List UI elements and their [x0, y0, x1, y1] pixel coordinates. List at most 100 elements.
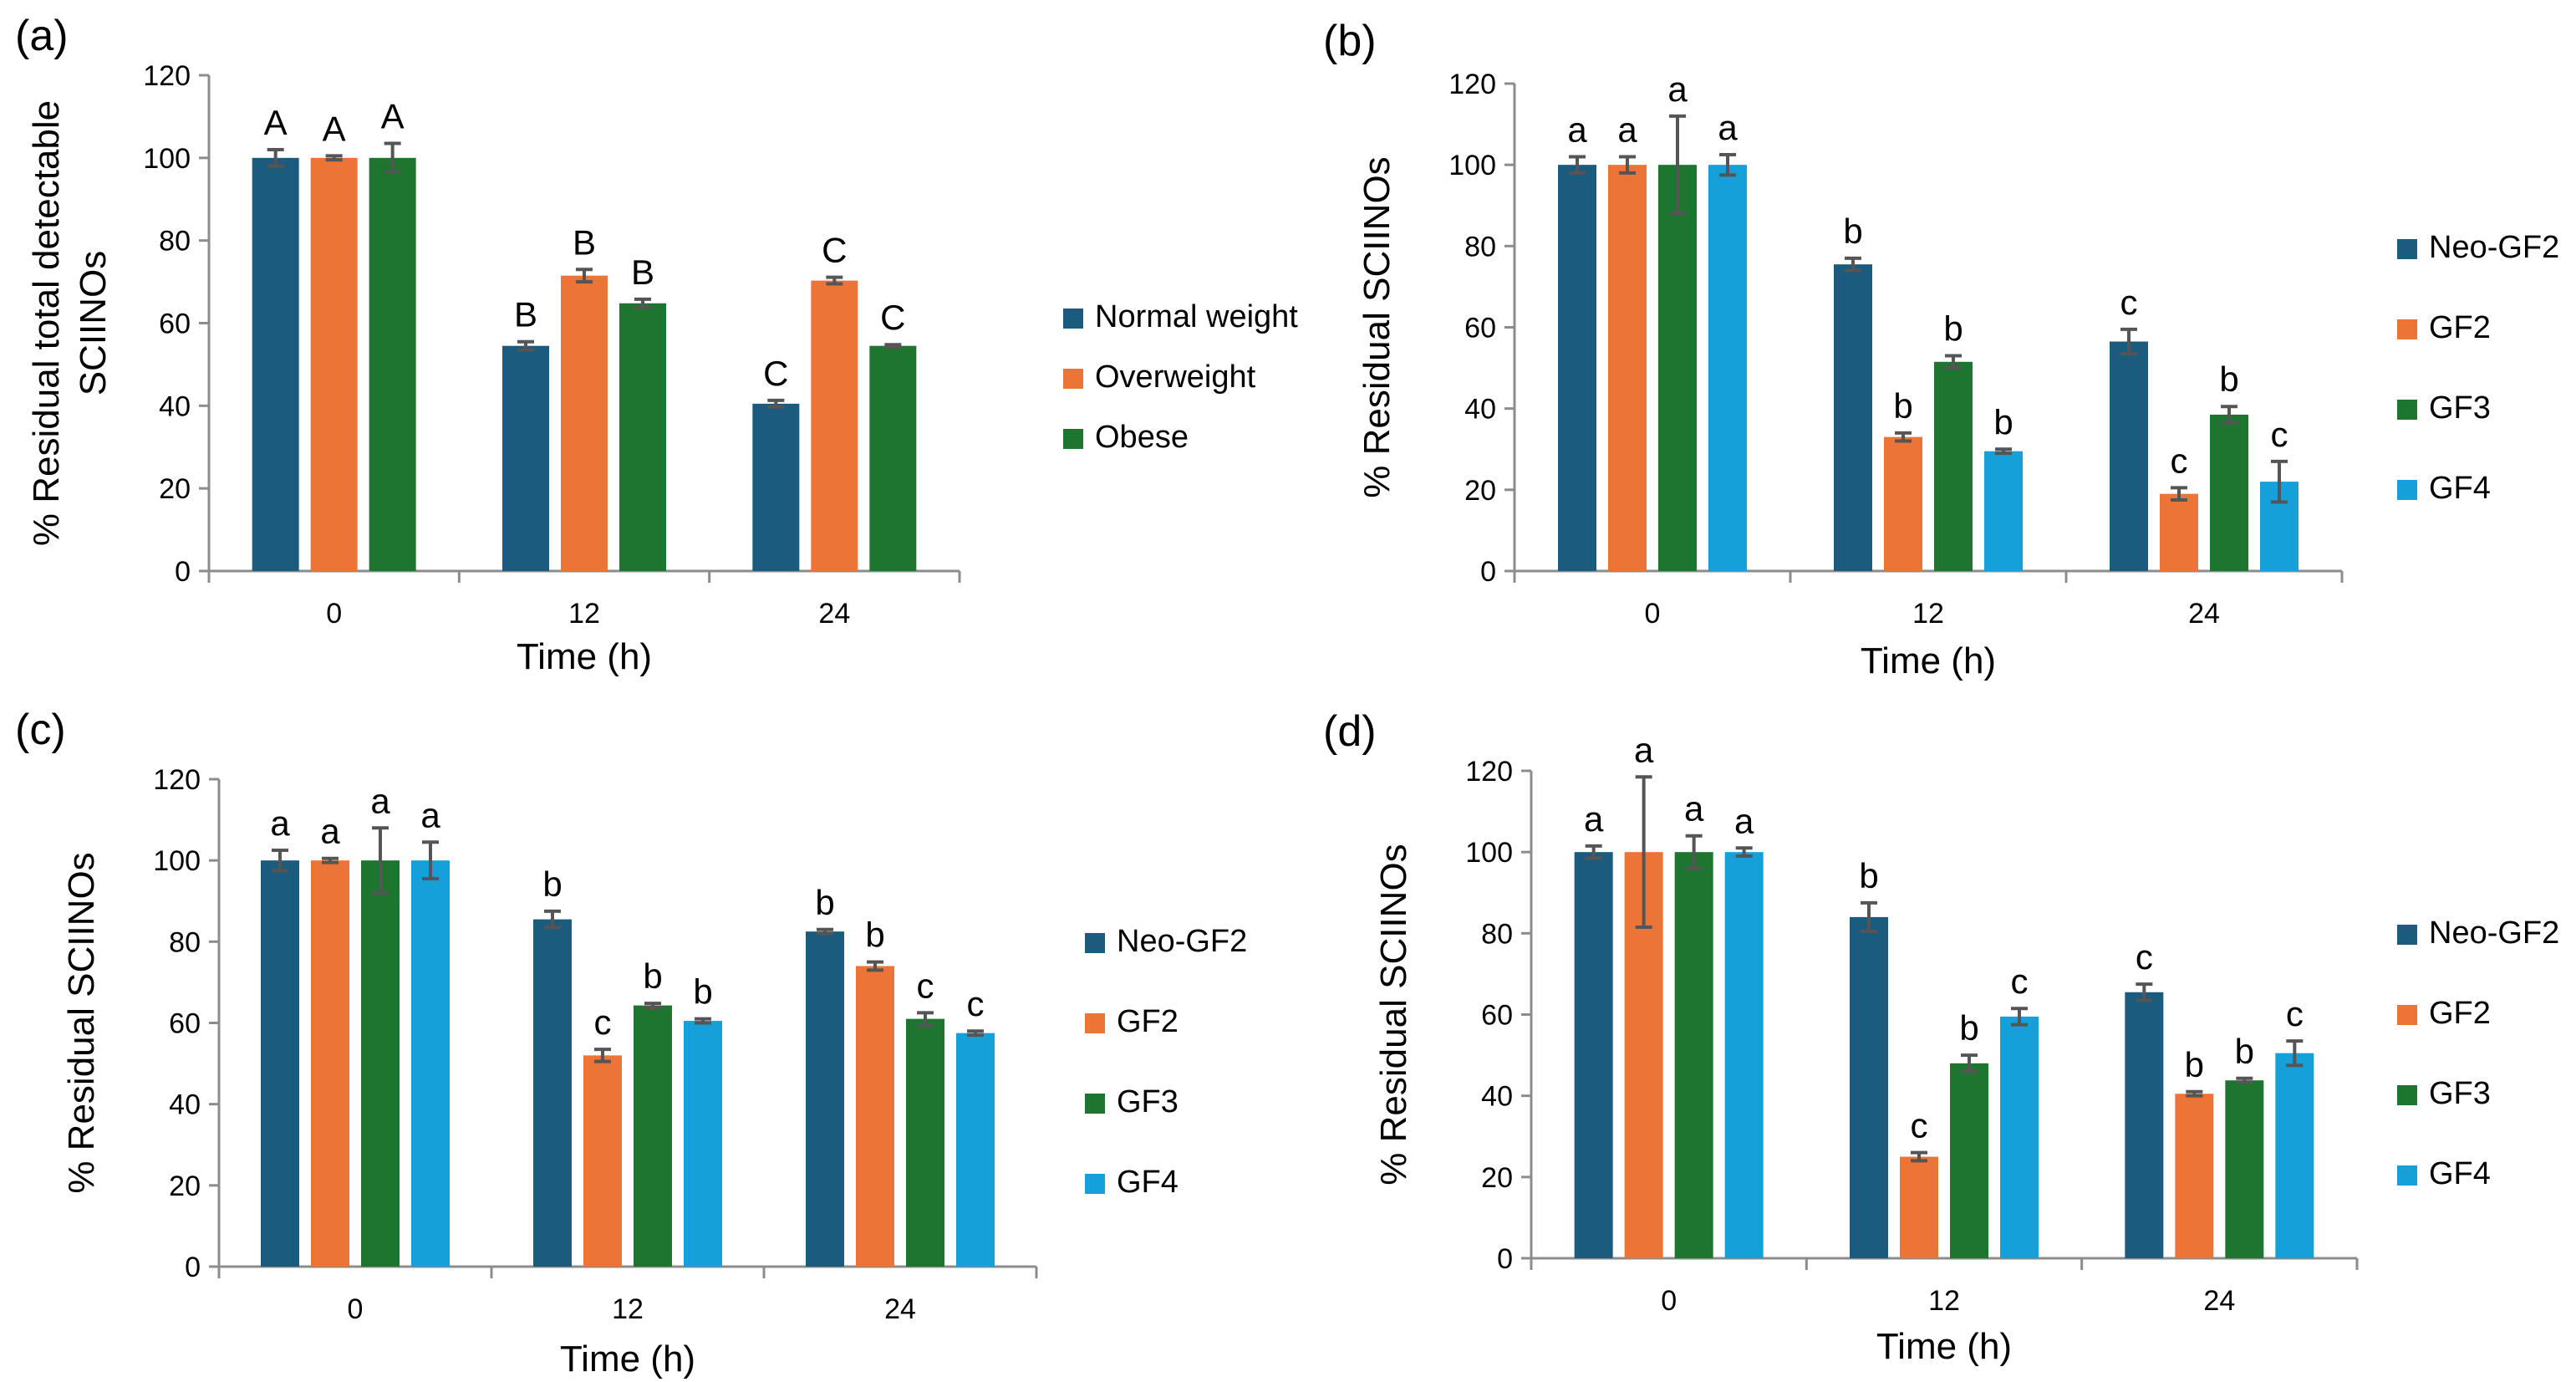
x-tick-label: 24	[2203, 1285, 2235, 1317]
y-tick-label: 120	[153, 764, 201, 796]
bar	[2175, 1094, 2214, 1258]
bar	[1724, 852, 1764, 1258]
significance-letter: c	[2171, 441, 2188, 480]
bar	[1674, 852, 1713, 1258]
x-tick-label: 12	[568, 598, 600, 630]
legend-swatch	[1063, 369, 1083, 389]
x-axis-title: Time (h)	[560, 1339, 695, 1379]
significance-letter: a	[1634, 730, 1654, 769]
significance-letter: b	[865, 915, 884, 955]
legend-label: Neo-GF2	[2429, 230, 2559, 265]
y-tick-label: 40	[159, 390, 191, 422]
x-tick-label: 0	[348, 1293, 364, 1325]
panel-label: (d)	[1323, 707, 1377, 756]
x-tick-label: 0	[326, 598, 342, 630]
x-axis-title: Time (h)	[1876, 1326, 2012, 1367]
y-tick-label: 100	[1448, 150, 1496, 181]
y-tick-label: 40	[1481, 1081, 1513, 1113]
significance-letter: b	[2219, 360, 2238, 399]
legend-label: GF2	[2429, 310, 2491, 345]
significance-letter: C	[763, 354, 788, 393]
bar	[533, 919, 572, 1267]
significance-letter: B	[631, 252, 654, 292]
legend-label: Overweight	[1095, 360, 1256, 395]
significance-letter: B	[514, 295, 537, 334]
significance-letter: B	[573, 222, 596, 262]
significance-letter: c	[2286, 994, 2304, 1033]
legend-swatch	[1085, 1094, 1105, 1114]
significance-letter: a	[420, 795, 440, 834]
legend-swatch	[1085, 933, 1105, 953]
bar	[619, 303, 666, 571]
bar	[1558, 165, 1596, 571]
bar	[311, 860, 349, 1267]
bar	[1900, 1156, 1938, 1258]
x-tick-label: 0	[1645, 598, 1661, 630]
bar	[2210, 414, 2248, 571]
y-tick-label: 120	[1465, 756, 1513, 788]
significance-letter: C	[822, 231, 847, 270]
bar	[752, 403, 800, 571]
significance-letter: b	[815, 883, 834, 922]
bar	[856, 966, 894, 1267]
bar	[361, 860, 400, 1267]
y-tick-label: 20	[1481, 1162, 1513, 1194]
bar	[1850, 916, 1888, 1258]
legend-swatch	[2397, 400, 2417, 420]
x-tick-label: 24	[884, 1293, 916, 1325]
legend-label: GF2	[1117, 1004, 1179, 1039]
significance-letter: c	[967, 984, 985, 1023]
significance-letter: c	[2271, 415, 2288, 454]
bar	[1950, 1063, 1988, 1258]
bar	[252, 157, 299, 572]
y-tick-label: 60	[1481, 1000, 1513, 1032]
panel-b-chart: (b) 0 20 40 60 80 100 120 0 12 24 Time (h) % Residua…	[1323, 17, 2559, 681]
y-tick-label: 100	[153, 845, 201, 877]
bar	[1884, 436, 1922, 571]
significance-letter: b	[1893, 386, 1912, 426]
legend-swatch	[2397, 239, 2417, 259]
significance-letter: b	[2235, 1032, 2254, 1071]
significance-letter: b	[1843, 212, 1862, 251]
y-tick-label: 40	[169, 1089, 201, 1121]
y-tick-label: 20	[159, 473, 191, 505]
bar	[806, 931, 844, 1267]
legend-swatch	[2397, 319, 2417, 339]
significance-letter: b	[1959, 1008, 1978, 1048]
y-tick-label: 60	[169, 1008, 201, 1040]
significance-letter: a	[1734, 801, 1754, 840]
significance-letter: b	[693, 972, 712, 1012]
bar	[956, 1033, 995, 1267]
legend-swatch	[1085, 1013, 1105, 1033]
bar	[261, 860, 299, 1267]
legend-label: GF3	[2429, 1076, 2491, 1111]
bar	[502, 345, 549, 571]
legend-swatch	[2397, 1005, 2417, 1025]
significance-letter: a	[1584, 799, 1604, 839]
y-tick-label: 40	[1464, 394, 1496, 426]
legend-swatch	[1063, 429, 1083, 449]
legend-label: GF4	[1117, 1165, 1179, 1200]
bar	[906, 1018, 944, 1267]
bar	[684, 1021, 722, 1267]
y-tick-label: 60	[159, 309, 191, 340]
bar	[2160, 493, 2198, 571]
bar	[310, 157, 358, 572]
significance-letter: b	[2185, 1045, 2204, 1084]
legend-swatch	[1085, 1174, 1105, 1194]
y-tick-label: 120	[1448, 69, 1496, 100]
bar	[811, 280, 858, 571]
significance-letter: a	[1667, 69, 1688, 109]
bar	[2125, 992, 2164, 1258]
legend-label: Normal weight	[1095, 299, 1298, 334]
panel-a-chart: (a) 0 20 40 60 80 100 120 0 12 24 Time (h) % Residua…	[15, 12, 1298, 677]
legend-label: GF4	[2429, 1156, 2491, 1191]
bar	[2110, 341, 2148, 571]
y-tick-label: 0	[175, 556, 191, 588]
significance-letter: a	[1684, 789, 1704, 829]
y-tick-label: 20	[169, 1170, 201, 1202]
significance-letter: a	[370, 781, 390, 820]
y-tick-label: 20	[1464, 475, 1496, 507]
significance-letter: a	[1567, 110, 1587, 149]
